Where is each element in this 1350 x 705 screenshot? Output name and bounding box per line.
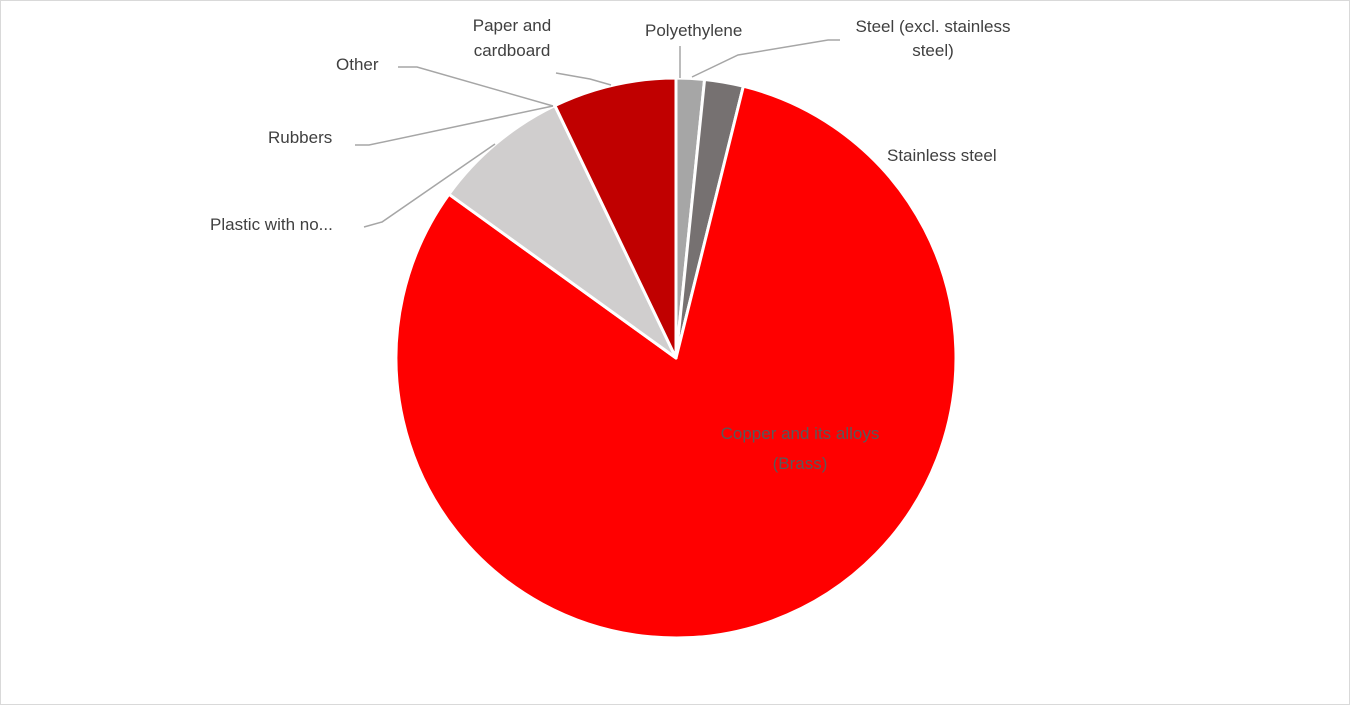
leader-other	[398, 66, 554, 107]
label-stainless-steel: Stainless steel	[887, 146, 997, 165]
leader-plastic	[363, 143, 496, 228]
label-plastic: Plastic with no...	[210, 215, 333, 234]
leader-steel	[691, 39, 840, 78]
label-rubbers: Rubbers	[268, 128, 332, 147]
label-paper: Paper and cardboard	[473, 16, 551, 60]
label-polyethylene: Polyethylene	[645, 21, 742, 40]
label-other: Other	[336, 55, 379, 74]
pie-slice-copper-and-its-alloys-brass	[394, 84, 958, 640]
pie-slice-plastic-with-no	[447, 104, 678, 360]
label-steel: Steel (excl. stainless steel)	[856, 17, 1011, 60]
pie-slice-paper-and-cardboard	[553, 76, 678, 360]
leader-paper	[555, 72, 612, 86]
leader-rubbers	[355, 105, 554, 146]
label-copper: Copper and its alloys (Brass)	[721, 424, 880, 473]
